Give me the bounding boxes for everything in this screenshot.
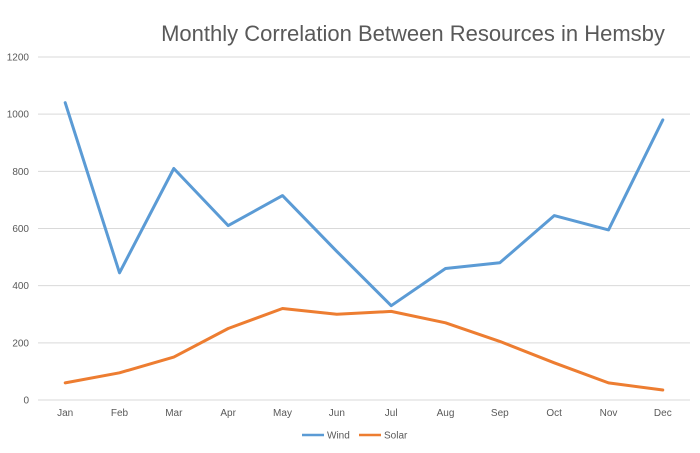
series-lines xyxy=(63,101,665,392)
series-line-wind xyxy=(63,101,665,308)
x-tick-label: Dec xyxy=(654,408,672,419)
chart-title: Monthly Correlation Between Resources in… xyxy=(161,21,665,46)
legend-solar-label: Solar xyxy=(384,431,408,442)
x-tick-label: Jan xyxy=(57,408,73,419)
y-tick-label: 1000 xyxy=(7,110,30,121)
series-line-solar xyxy=(63,307,665,392)
y-axis-tick-labels: 0 200 400 600 800 1000 1200 xyxy=(7,53,30,407)
x-tick-label: Mar xyxy=(165,408,183,419)
x-tick-label: Jun xyxy=(329,408,345,419)
y-tick-label: 200 xyxy=(12,338,29,349)
x-tick-label: Nov xyxy=(600,408,618,419)
legend: Wind Solar xyxy=(302,431,408,442)
y-tick-label: 400 xyxy=(12,281,29,292)
x-tick-label: Jul xyxy=(385,408,398,419)
x-tick-label: Sep xyxy=(491,408,509,419)
y-tick-label: 1200 xyxy=(7,53,30,64)
x-axis-tick-labels: Jan Feb Mar Apr May Jun Jul Aug Sep Oct Nov Dec xyxy=(57,408,672,419)
gridlines xyxy=(38,56,690,401)
x-tick-label: Aug xyxy=(437,408,455,419)
y-tick-label: 800 xyxy=(12,167,29,178)
y-tick-label: 0 xyxy=(23,396,29,407)
x-tick-label: Oct xyxy=(546,408,562,419)
y-tick-label: 600 xyxy=(12,224,29,235)
x-tick-label: Feb xyxy=(111,408,129,419)
x-tick-label: May xyxy=(273,408,292,419)
legend-wind-label: Wind xyxy=(327,431,350,442)
x-tick-label: Apr xyxy=(220,408,236,419)
